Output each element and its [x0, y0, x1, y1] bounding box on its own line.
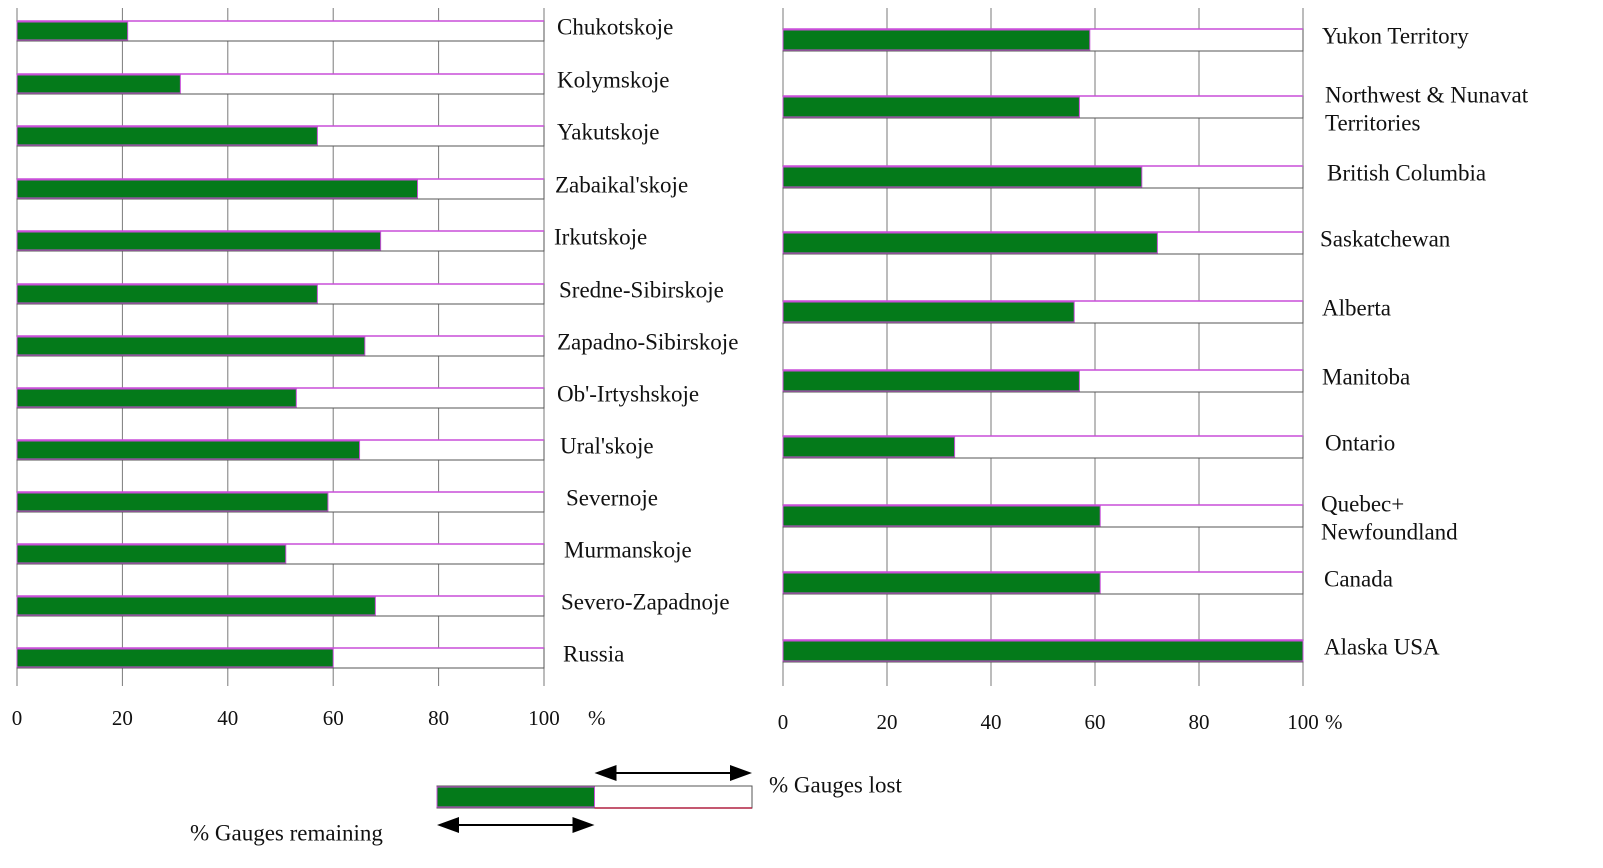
right-bar-remaining-yukon-territory [782, 29, 1091, 51]
right-bar-remaining-ontario [782, 436, 956, 458]
left-category-label-yakutskoje: Yakutskoje [557, 119, 659, 144]
left-tick-label-60: 60 [323, 706, 344, 730]
right-category-label-alberta: Alberta [1322, 295, 1391, 320]
right-category-label-northwest-nunavat: Northwest & Nunavat [1325, 82, 1529, 107]
right-category-label-saskatchewan: Saskatchewan [1320, 226, 1451, 251]
left-tick-label-100: 100 [528, 706, 560, 730]
left-bar-remaining-zabaikal-skoje [16, 179, 419, 199]
right-category-label-quebec: Quebec+ [1321, 491, 1404, 516]
legend-label-remaining: % Gauges remaining [190, 820, 383, 845]
right-bar-remaining-saskatchewan [782, 232, 1158, 254]
left-bar-remaining-ob-irtyshskoje [16, 388, 297, 408]
right-category-label-canada: Canada [1324, 566, 1393, 591]
right-tick-label-100: 100 [1287, 710, 1319, 734]
right-unit-label: % [1325, 710, 1343, 734]
legend-arrow-lost-head-right [730, 765, 752, 781]
left-category-label-ob-irtyshskoje: Ob'-Irtyshskoje [557, 381, 699, 406]
left-bar-remaining-irkutskoje [16, 231, 382, 251]
left-category-label-murmanskoje: Murmanskoje [564, 537, 692, 562]
right-category-label-alaska-usa: Alaska USA [1324, 634, 1440, 659]
left-tick-label-80: 80 [428, 706, 449, 730]
right-bar-remaining-british-columbia [782, 166, 1143, 188]
legend-arrow-remaining-head-right [572, 817, 595, 833]
left-category-label-ural-skoje: Ural'skoje [560, 433, 654, 458]
right-bar-remaining-manitoba [782, 370, 1080, 392]
left-bar-remaining-ural-skoje [16, 440, 361, 460]
left-tick-label-0: 0 [12, 706, 23, 730]
left-unit-label: % [588, 706, 606, 730]
right-bar-remaining-canada [782, 572, 1101, 594]
left-category-label-zapadno-sibirskoje: Zapadno-Sibirskoje [557, 329, 738, 354]
right-tick-label-80: 80 [1189, 710, 1210, 734]
left-bar-remaining-kolymskoje [16, 74, 181, 94]
right-bar-remaining-alaska-usa [782, 640, 1304, 662]
legend-arrow-remaining [437, 817, 595, 833]
left-bar-remaining-russia [16, 648, 334, 668]
legend: % Gauges lost % Gauges remaining [190, 765, 902, 845]
legend-arrow-remaining-head-left [437, 817, 459, 833]
left-bar-remaining-severo-zapadnoje [16, 596, 376, 616]
right-tick-label-60: 60 [1085, 710, 1106, 734]
left-category-label-russia: Russia [563, 641, 624, 666]
left-bar-remaining-yakutskoje [16, 126, 318, 146]
left-category-label-severnoje: Severnoje [566, 485, 658, 510]
right-bar-remaining-alberta [782, 301, 1075, 323]
legend-arrow-lost-head-left [594, 765, 617, 781]
left-bar-remaining-severnoje [16, 492, 329, 512]
left-bar-remaining-sredne-sibirskoje [16, 284, 318, 304]
left-bar-remaining-zapadno-sibirskoje [16, 336, 366, 356]
left-category-label-chukotskoje: Chukotskoje [557, 14, 673, 39]
left-category-label-severo-zapadnoje: Severo-Zapadnoje [561, 589, 730, 614]
right-panel-north-america: Yukon Territory Northwest & Nunavat Territ… [778, 8, 1529, 734]
right-tick-label-20: 20 [877, 710, 898, 734]
left-category-label-irkutskoje: Irkutskoje [554, 224, 647, 249]
right-tick-label-40: 40 [981, 710, 1002, 734]
left-panel-russia: Chukotskoje Kolymskoje Yakutskoje Zabaikal'… [12, 8, 738, 730]
left-tick-label-20: 20 [112, 706, 133, 730]
right-category-label-ontario: Ontario [1325, 430, 1395, 455]
legend-bar-remaining [436, 786, 595, 808]
legend-arrow-lost [594, 765, 752, 781]
right-category-label-newfoundland: Newfoundland [1321, 519, 1458, 544]
left-category-label-sredne-sibirskoje: Sredne-Sibirskoje [559, 277, 724, 302]
right-category-label-yukon-territory: Yukon Territory [1322, 23, 1469, 48]
right-bar-remaining-northwest-nunavat-territories [782, 96, 1080, 118]
left-category-label-kolymskoje: Kolymskoje [557, 67, 669, 92]
legend-label-lost: % Gauges lost [769, 772, 902, 797]
left-category-label-zabaikal-skoje: Zabaikal'skoje [555, 172, 688, 197]
right-category-label-british-columbia: British Columbia [1327, 160, 1486, 185]
left-bar-remaining-chukotskoje [16, 21, 129, 41]
right-bar-remaining-quebec-newfoundland [782, 505, 1101, 527]
right-category-label-territories: Territories [1325, 110, 1421, 135]
right-tick-label-0: 0 [778, 710, 789, 734]
left-tick-label-40: 40 [217, 706, 238, 730]
right-category-label-manitoba: Manitoba [1322, 364, 1410, 389]
left-bar-remaining-murmanskoje [16, 544, 287, 564]
